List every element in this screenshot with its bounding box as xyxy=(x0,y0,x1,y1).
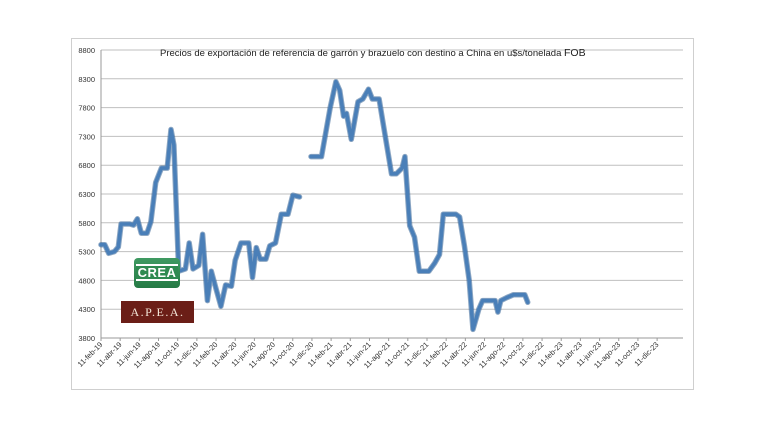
y-tick-label: 7800 xyxy=(78,104,95,113)
y-tick-label: 5300 xyxy=(78,248,95,257)
y-tick-label: 6300 xyxy=(78,190,95,199)
y-tick-label: 4800 xyxy=(78,276,95,285)
apea-logo: A.P.E.A. xyxy=(121,301,194,323)
chart-title: Precios de exportación de referencia de … xyxy=(160,47,586,59)
series-line-shadow xyxy=(98,126,303,310)
y-axis-ticks: 3800 4300 4800 5300 5800 6300 6800 7300 7800 8300… xyxy=(78,46,95,343)
series-lines xyxy=(98,78,531,333)
series-line xyxy=(309,79,530,332)
crea-logo: CREA xyxy=(134,258,180,288)
y-tick-label: 4300 xyxy=(78,305,95,314)
x-axis-ticks: 11-feb-1911-abr-1911-jun-1911-ago-1911-o… xyxy=(76,338,661,370)
chart-title-suffix: FOB xyxy=(564,47,586,59)
series-line xyxy=(99,127,302,309)
y-tick-label: 7300 xyxy=(78,132,95,141)
y-tick-label: 8800 xyxy=(78,46,95,55)
y-tick-label: 5800 xyxy=(78,219,95,228)
gridlines xyxy=(100,49,683,339)
y-tick-label: 8300 xyxy=(78,75,95,84)
y-tick-label: 3800 xyxy=(78,334,95,343)
chart-title-text: Precios de exportación de referencia de … xyxy=(160,48,562,59)
y-tick-label: 6800 xyxy=(78,161,95,170)
series-line-shadow xyxy=(308,78,531,333)
